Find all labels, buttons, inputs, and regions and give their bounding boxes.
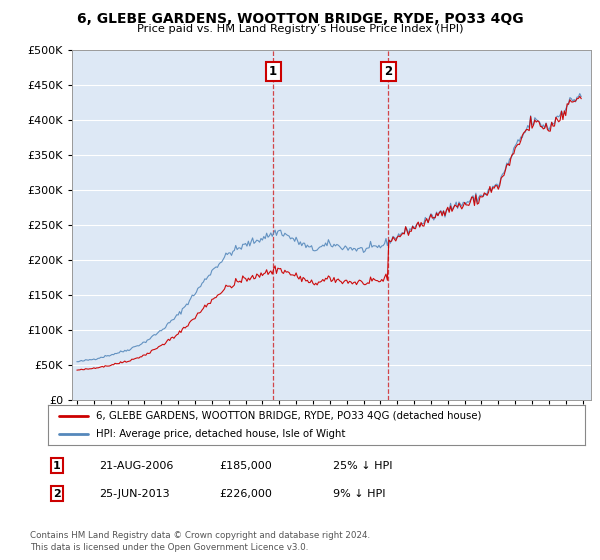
- Text: HPI: Average price, detached house, Isle of Wight: HPI: Average price, detached house, Isle…: [97, 430, 346, 439]
- Text: Contains HM Land Registry data © Crown copyright and database right 2024.
This d: Contains HM Land Registry data © Crown c…: [30, 531, 370, 552]
- Text: 1: 1: [53, 461, 61, 471]
- Text: 25-JUN-2013: 25-JUN-2013: [99, 489, 170, 499]
- Text: £226,000: £226,000: [219, 489, 272, 499]
- Text: 6, GLEBE GARDENS, WOOTTON BRIDGE, RYDE, PO33 4QG: 6, GLEBE GARDENS, WOOTTON BRIDGE, RYDE, …: [77, 12, 523, 26]
- Text: 9% ↓ HPI: 9% ↓ HPI: [333, 489, 386, 499]
- Text: £185,000: £185,000: [219, 461, 272, 471]
- Text: 21-AUG-2006: 21-AUG-2006: [99, 461, 173, 471]
- Text: 1: 1: [269, 65, 277, 78]
- Text: Price paid vs. HM Land Registry’s House Price Index (HPI): Price paid vs. HM Land Registry’s House …: [137, 24, 463, 34]
- Text: 2: 2: [385, 65, 392, 78]
- Text: 6, GLEBE GARDENS, WOOTTON BRIDGE, RYDE, PO33 4QG (detached house): 6, GLEBE GARDENS, WOOTTON BRIDGE, RYDE, …: [97, 411, 482, 421]
- Text: 25% ↓ HPI: 25% ↓ HPI: [333, 461, 392, 471]
- Text: 2: 2: [53, 489, 61, 499]
